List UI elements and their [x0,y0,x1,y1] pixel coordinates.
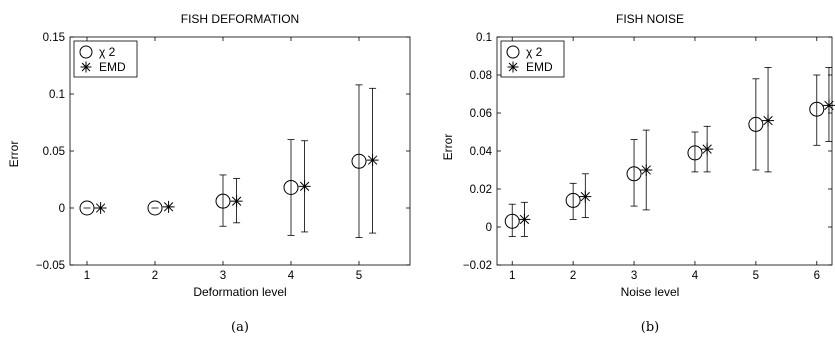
star-marker [640,164,653,176]
legend-box [73,40,138,78]
series-emd [94,87,379,234]
circle-marker [809,101,825,117]
circle-marker [79,45,93,59]
series-emd [518,67,835,237]
x-tick-label: 3 [631,270,637,282]
star-marker [507,61,519,73]
y-axis-label: Error [441,134,455,161]
y-tick-label: 0 [486,222,492,234]
y-tick-label: 0.1 [476,32,492,44]
figure-caption: (b) [641,320,659,335]
y-tick-label: −0.05 [36,260,65,272]
legend-entry: EMD [80,60,126,74]
star-marker [298,180,311,193]
legend-entry: χ 2 [79,45,116,59]
y-tick-label: −0.02 [463,260,492,272]
legend-entry: EMD [507,60,553,74]
series-chi2 [79,84,367,239]
circle-marker [506,45,520,59]
y-tick-label: 0.05 [43,146,65,158]
x-tick-label: 4 [288,270,295,282]
y-tick-label: 0.02 [470,184,492,196]
y-tick-label: 0.04 [470,146,493,158]
x-tick-label: 6 [814,270,820,282]
legend-label: χ 2 [526,45,543,59]
legend-entry: χ 2 [506,45,543,59]
star-marker [518,213,531,226]
chart-title: FISH DEFORMATION [181,12,299,26]
circle-marker [687,145,703,161]
star-marker [230,195,243,208]
y-tick-label: 0 [59,203,65,215]
y-tick-label: 0.06 [470,108,492,120]
legend-box [500,40,565,78]
x-tick-label: 5 [356,270,362,282]
x-tick-label: 3 [220,270,226,282]
chart-title: FISH NOISE [616,12,684,26]
star-marker [762,114,775,127]
legend-label: EMD [99,60,126,74]
circle-marker [351,153,367,169]
x-axis-label: Noise level [621,285,680,299]
x-tick-label: 5 [753,270,759,282]
y-axis-label: Error [7,141,21,168]
circle-marker [147,200,163,216]
y-tick-label: 0.15 [43,32,65,44]
circle-marker [215,193,231,209]
circle-marker [283,179,299,195]
x-tick-label: 4 [692,270,699,282]
legend-label: χ 2 [99,45,116,59]
star-marker [366,154,379,167]
x-tick-label: 2 [570,270,576,282]
x-axis-label: Deformation level [193,285,286,299]
figure-caption: (a) [231,320,249,335]
x-tick-label: 2 [152,270,158,282]
star-marker [80,61,92,73]
circle-marker [504,213,520,229]
circle-marker [79,200,95,216]
legend-label: EMD [526,60,553,74]
star-marker [701,143,714,156]
star-marker [94,202,107,214]
star-marker [822,99,835,112]
x-tick-label: 1 [84,270,90,282]
y-tick-label: 0.1 [49,89,65,101]
star-marker [579,190,592,203]
star-marker [162,200,175,213]
circle-marker [748,116,764,132]
y-tick-label: 0.08 [470,70,492,82]
chart-fish-deformation: FISH DEFORMATION Deformation level Error… [7,12,411,335]
circle-marker [565,192,581,208]
x-tick-label: 1 [509,270,515,282]
circle-marker [626,166,642,182]
chart-fish-noise: FISH NOISE Noise level Error (b) 1 2 3 4 5 6 −… [441,12,835,335]
series-chi2 [504,74,825,237]
